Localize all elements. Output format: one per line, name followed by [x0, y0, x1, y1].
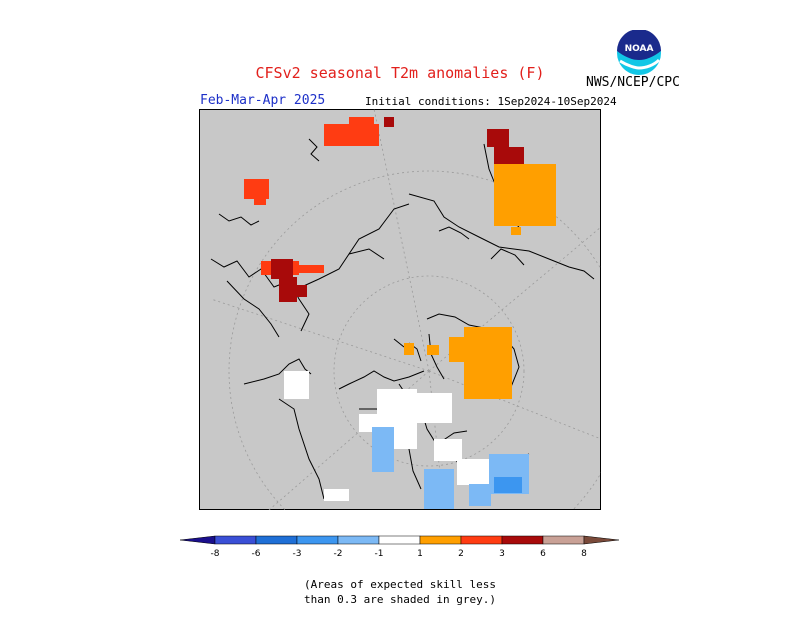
legend-bin — [419, 535, 462, 545]
legend-tick-label: -2 — [334, 549, 343, 559]
legend-bin — [296, 535, 339, 545]
org-label: NWS/NCEP/CPC — [586, 75, 680, 90]
legend-bin — [460, 535, 503, 545]
footnote-line2: than 0.3 are shaded in grey.) — [303, 593, 497, 606]
legend-bin — [179, 535, 216, 545]
footnote-line1: (Areas of expected skill less — [303, 578, 497, 591]
legend-bin — [501, 535, 544, 545]
anomaly-2-to-3-red — [244, 117, 379, 275]
legend-bin — [583, 535, 620, 545]
legend-bin — [542, 535, 585, 545]
anomaly-map — [199, 109, 601, 510]
legend-bin — [255, 535, 298, 545]
legend-tick-label: 1 — [417, 549, 423, 559]
anomaly-1-to-2-orange — [404, 164, 556, 399]
noaa-logo: NOAA — [617, 30, 661, 75]
legend-bin — [337, 535, 380, 545]
legend-bin — [214, 535, 257, 545]
legend-tick-label: -3 — [293, 549, 302, 559]
forecast-period: Feb-Mar-Apr 2025 — [200, 93, 326, 108]
svg-text:NOAA: NOAA — [625, 44, 654, 54]
legend-colorbar: -8 -6 -3 -2 -1 1 2 3 6 8 — [179, 535, 620, 559]
anomaly-3-to-6-darkred — [271, 117, 524, 302]
initial-conditions: Initial conditions: 1Sep2024-10Sep2024 — [365, 95, 617, 108]
legend-tick-label: 2 — [458, 549, 464, 559]
legend-tick-label: 6 — [540, 549, 546, 559]
legend-tick-label: 8 — [581, 549, 587, 559]
legend-tick-label: 3 — [499, 549, 505, 559]
legend-tick-label: -1 — [375, 549, 384, 559]
legend-bin — [378, 535, 421, 545]
chart-title: CFSv2 seasonal T2m anomalies (F) — [255, 64, 545, 82]
legend-tick-label: -8 — [211, 549, 220, 559]
anomaly-near-normal-white — [284, 371, 502, 501]
legend-tick-label: -6 — [252, 549, 261, 559]
anomaly-minus-2-to-3-blue — [494, 477, 522, 493]
